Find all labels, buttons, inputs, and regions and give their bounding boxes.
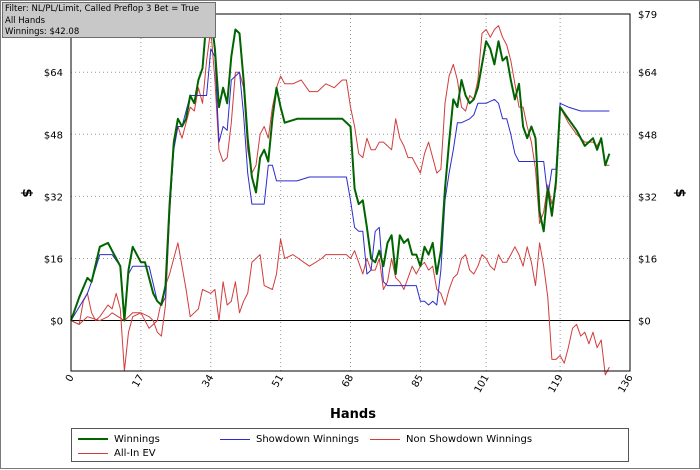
filter-text: Filter: NL/PL/Limit, Called Preflop 3 Be… [5, 4, 200, 14]
legend-item-winnings: Winnings [78, 432, 160, 446]
y-tick-label-left: $48 [44, 130, 63, 141]
series-line-winnings [70, 13, 611, 322]
x-tick-label: 34 [200, 373, 216, 390]
x-axis-title: Hands [330, 407, 376, 422]
series-line-showdown-winnings [70, 48, 610, 322]
filter-info-box: Filter: NL/PL/Limit, Called Preflop 3 Be… [2, 2, 216, 38]
legend-swatch-winnings [78, 438, 108, 440]
x-tick-label: 51 [270, 373, 286, 390]
x-tick-label: 136 [617, 373, 636, 395]
y-axis-title-left: $ [19, 188, 34, 197]
axis-layer [70, 13, 631, 372]
legend: Winnings All-In EV Showdown Winnings Non… [71, 428, 629, 462]
y-tick-label-right: $79 [638, 10, 657, 21]
legend-swatch-all-in-ev [78, 452, 108, 454]
legend-item-showdown: Showdown Winnings [220, 432, 359, 446]
y-tick-label-right: $32 [638, 192, 657, 203]
legend-swatch-non-showdown [370, 438, 400, 440]
legend-label-winnings: Winnings [114, 433, 160, 445]
y-tick-label-right: $16 [638, 254, 657, 265]
y-tick-label-left: $0 [50, 317, 63, 328]
x-tick-label: 119 [547, 373, 566, 395]
legend-label-non-showdown: Non Showdown Winnings [406, 433, 533, 445]
legend-swatch-showdown [220, 438, 250, 440]
legend-item-all-in-ev: All-In EV [78, 446, 156, 460]
series-line-non-showdown-winnings [70, 238, 610, 376]
x-tick-label: 0 [64, 373, 77, 384]
y-tick-label-right: $48 [638, 130, 657, 141]
series-line-all-in-ev [70, 25, 610, 372]
y-tick-label-right: $0 [638, 317, 651, 328]
y-tick-label-left: $16 [44, 254, 63, 265]
legend-item-non-showdown: Non Showdown Winnings [370, 432, 532, 446]
winnings-total-text: Winnings: $42.08 [5, 27, 80, 37]
y-tick-label-right: $64 [638, 68, 657, 79]
x-tick-label: 17 [131, 373, 147, 390]
hands-scope-text: All Hands [5, 15, 46, 26]
grid-layer [70, 13, 631, 371]
series-layer [70, 13, 611, 376]
legend-label-showdown: Showdown Winnings [256, 433, 359, 445]
x-tick-label: 68 [340, 373, 356, 390]
plot-frame [70, 13, 631, 372]
y-axis-title-right: $ [672, 188, 687, 197]
y-tick-label-left: $32 [44, 192, 63, 203]
legend-label-all-in-ev: All-In EV [114, 447, 156, 459]
y-tick-label-left: $64 [44, 68, 63, 79]
x-tick-label: 101 [473, 373, 492, 395]
x-tick-label: 85 [410, 373, 426, 390]
